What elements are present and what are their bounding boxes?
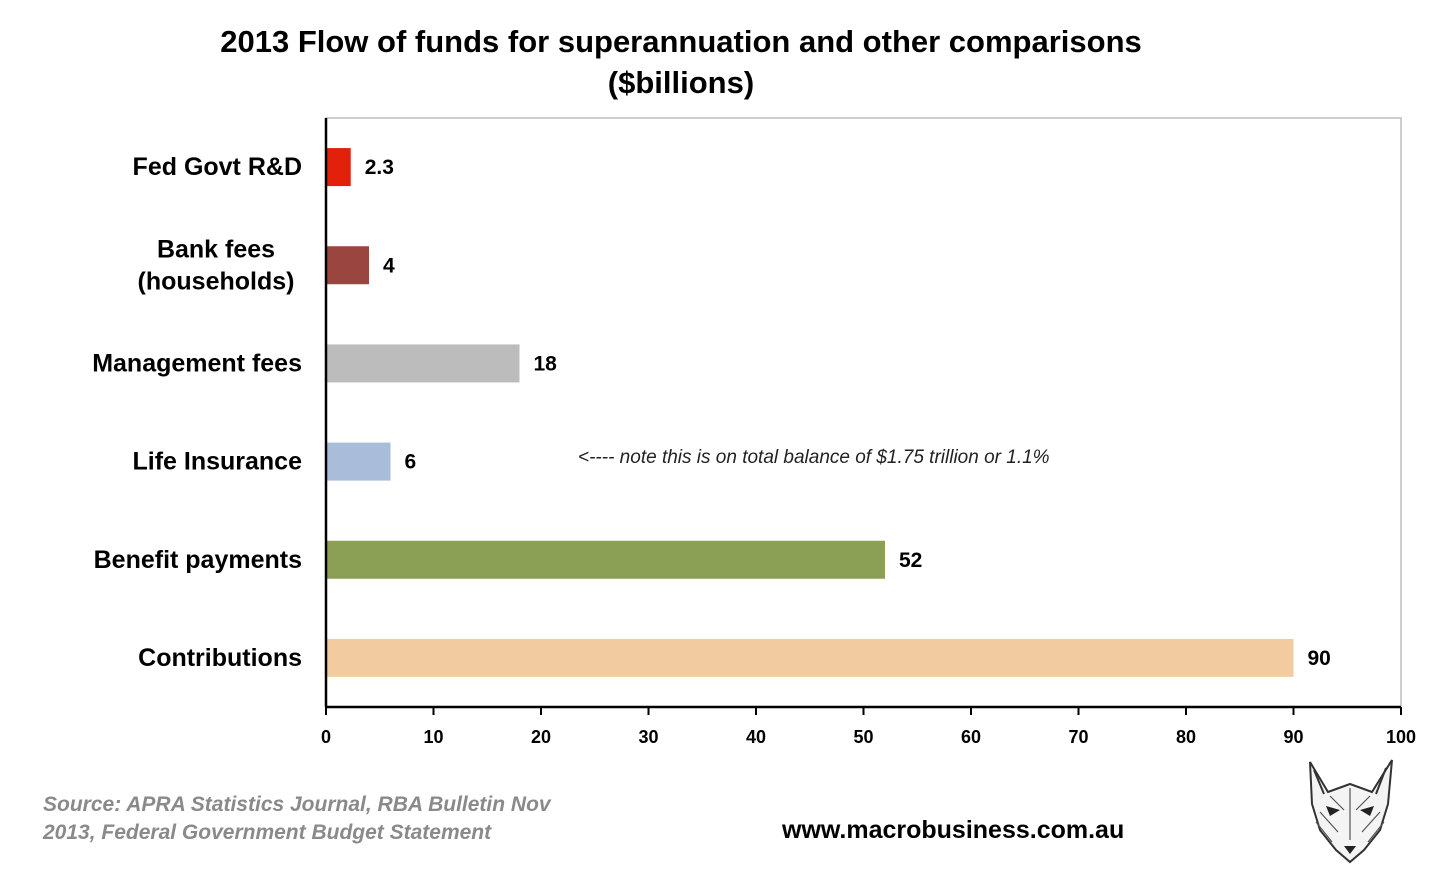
source-line-1: Source: APRA Statistics Journal, RBA Bul… [43,793,552,816]
x-tick-label-6: 60 [961,727,981,747]
chart-subtitle: ($billions) [608,65,754,100]
category-label-2: Management fees [92,349,302,377]
bar-value-label-0: 2.3 [365,156,394,179]
website-url: www.macrobusiness.com.au [781,816,1124,844]
bar-value-label-2: 18 [534,352,558,375]
plot-area-border [325,117,1402,708]
x-tick-label-4: 40 [746,727,766,747]
bar-4 [326,540,885,579]
x-tick-label-0: 0 [321,727,331,747]
x-ticks-group: 0 10 20 30 40 50 60 70 80 90 100 [321,707,1416,747]
category-label-1-line-1: (households) [138,267,295,295]
category-label-1-line-0: Bank fees [157,235,275,263]
x-tick-label-9: 90 [1283,727,1303,747]
bars-group [326,148,1294,677]
x-tick-label-8: 80 [1176,727,1196,747]
category-label-0: Fed Govt R&D [133,153,302,181]
bar-value-label-3: 6 [405,451,417,474]
bar-values-group: 2.3 4 18 6 52 90 [365,156,1331,670]
source-line-2: 2013, Federal Government Budget Statemen… [42,821,492,844]
bar-3 [326,442,391,481]
bar-value-label-5: 90 [1308,647,1331,670]
x-tick-label-3: 30 [638,727,658,747]
category-label-5: Contributions [138,644,302,672]
bar-2 [326,344,520,383]
chart-title: 2013 Flow of funds for superannuation an… [220,24,1142,59]
chart-annotation: <---- note this is on total balance of $… [578,447,1050,468]
x-tick-label-2: 20 [531,727,551,747]
bar-0 [326,148,351,187]
bar-value-label-1: 4 [383,254,395,277]
category-label-3: Life Insurance [133,448,303,476]
x-tick-label-1: 10 [423,727,443,747]
fox-head-icon [1309,759,1393,864]
category-labels-group: Fed Govt R&D Bank fees (households) Managem… [92,153,302,672]
bar-5 [326,638,1294,677]
x-tick-label-5: 50 [853,727,873,747]
x-tick-label-7: 70 [1068,727,1088,747]
x-tick-label-10: 100 [1386,727,1416,747]
bar-value-label-4: 52 [899,549,922,572]
category-label-4: Benefit payments [94,546,302,574]
bar-1 [326,246,369,285]
